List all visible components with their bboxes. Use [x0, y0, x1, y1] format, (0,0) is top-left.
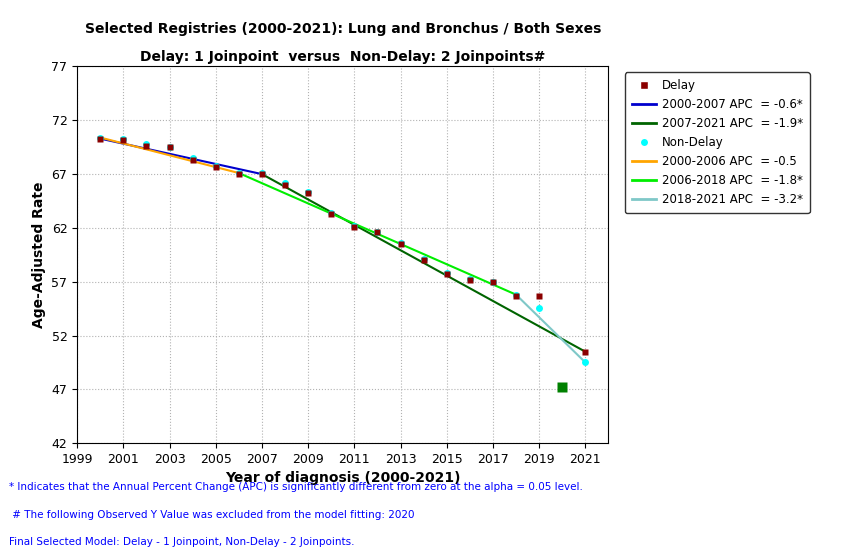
Text: # The following Observed Y Value was excluded from the model fitting: 2020: # The following Observed Y Value was exc… [9, 510, 414, 520]
X-axis label: Year of diagnosis (2000-2021): Year of diagnosis (2000-2021) [225, 471, 460, 485]
Text: Delay: 1 Joinpoint  versus  Non-Delay: 2 Joinpoints#: Delay: 1 Joinpoint versus Non-Delay: 2 J… [140, 50, 546, 64]
Text: Final Selected Model: Delay - 1 Joinpoint, Non-Delay - 2 Joinpoints.: Final Selected Model: Delay - 1 Joinpoin… [9, 537, 354, 547]
Text: * Indicates that the Annual Percent Change (APC) is significantly different from: * Indicates that the Annual Percent Chan… [9, 482, 583, 492]
Text: Selected Registries (2000-2021): Lung and Bronchus / Both Sexes: Selected Registries (2000-2021): Lung an… [85, 22, 601, 36]
Y-axis label: Age-Adjusted Rate: Age-Adjusted Rate [32, 182, 46, 328]
Legend: Delay, 2000-2007 APC  = -0.6*, 2007-2021 APC  = -1.9*, Non-Delay, 2000-2006 APC : Delay, 2000-2007 APC = -0.6*, 2007-2021 … [625, 73, 810, 213]
